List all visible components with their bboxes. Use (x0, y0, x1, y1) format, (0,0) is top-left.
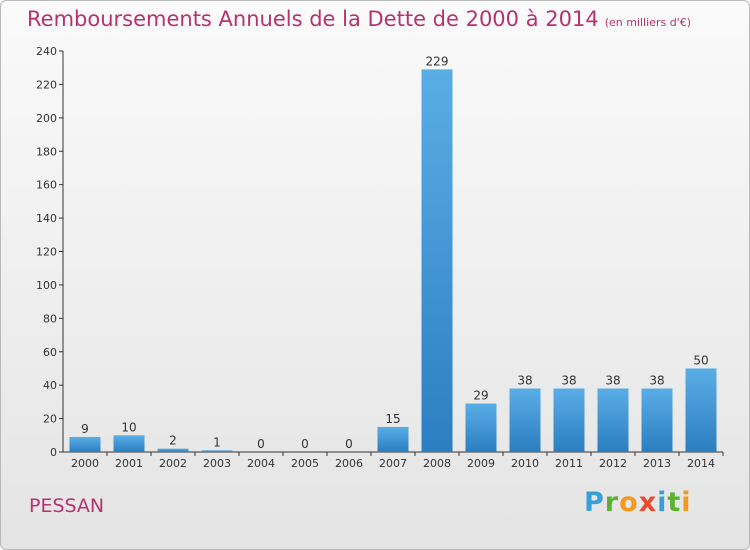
y-tick-label: 100 (36, 279, 57, 292)
y-tick-label: 160 (36, 179, 57, 192)
data-label: 9 (81, 422, 89, 436)
x-tick-label: 2001 (115, 457, 143, 470)
x-tick-label: 2006 (335, 457, 363, 470)
bar (641, 388, 673, 452)
data-label: 50 (693, 353, 708, 367)
bar (509, 388, 541, 452)
x-tick-label: 2010 (511, 457, 539, 470)
bar (69, 436, 101, 452)
data-label: 0 (257, 437, 265, 451)
bar (113, 435, 145, 452)
data-label: 29 (473, 389, 488, 403)
logo-letter: i (657, 487, 668, 518)
chart-title: Remboursements Annuels de la Dette de 20… (27, 7, 691, 31)
data-label: 1 (213, 435, 221, 449)
y-tick-label: 240 (36, 45, 57, 58)
place-name: PESSAN (29, 495, 105, 517)
logo-letter: P (584, 487, 605, 518)
y-tick-label: 40 (43, 379, 57, 392)
y-tick-label: 120 (36, 246, 57, 259)
x-tick-label: 2003 (203, 457, 231, 470)
data-label: 0 (345, 437, 353, 451)
data-label: 2 (169, 434, 177, 448)
x-tick-label: 2000 (71, 457, 99, 470)
x-tick-label: 2002 (159, 457, 187, 470)
bar (553, 388, 585, 452)
data-label: 229 (426, 54, 449, 68)
y-tick-label: 0 (50, 446, 57, 459)
bar (201, 450, 233, 452)
x-tick-label: 2013 (643, 457, 671, 470)
chart-unit: (en milliers d'€) (604, 16, 691, 29)
bar (157, 448, 189, 452)
x-tick-label: 2012 (599, 457, 627, 470)
x-tick-label: 2009 (467, 457, 495, 470)
logo-letter: i (681, 487, 692, 518)
logo-letter: t (667, 487, 682, 518)
x-tick-label: 2004 (247, 457, 275, 470)
x-tick-label: 2011 (555, 457, 583, 470)
y-tick-label: 80 (43, 312, 57, 325)
proxiti-logo: Proxiti (584, 487, 692, 518)
bar (465, 403, 497, 452)
data-label: 15 (385, 412, 400, 426)
x-tick-label: 2008 (423, 457, 451, 470)
y-tick-label: 140 (36, 212, 57, 225)
data-label: 38 (649, 374, 664, 388)
y-tick-label: 60 (43, 346, 57, 359)
x-tick-label: 2007 (379, 457, 407, 470)
logo-letter: o (619, 487, 639, 518)
y-tick-label: 20 (43, 413, 57, 426)
bar (377, 426, 409, 452)
x-tick-label: 2014 (687, 457, 715, 470)
logo-letter: x (638, 487, 658, 518)
chart-title-text: Remboursements Annuels de la Dette de 20… (27, 7, 599, 31)
data-label: 38 (561, 374, 576, 388)
data-label: 0 (301, 437, 309, 451)
bar (685, 368, 717, 452)
data-label: 10 (121, 420, 136, 434)
x-tick-label: 2005 (291, 457, 319, 470)
data-label: 38 (605, 374, 620, 388)
data-label: 38 (517, 374, 532, 388)
y-tick-label: 220 (36, 78, 57, 91)
y-tick-label: 200 (36, 112, 57, 125)
logo-letter: r (604, 487, 620, 518)
bar (597, 388, 629, 452)
y-tick-label: 180 (36, 145, 57, 158)
bar (421, 69, 453, 453)
